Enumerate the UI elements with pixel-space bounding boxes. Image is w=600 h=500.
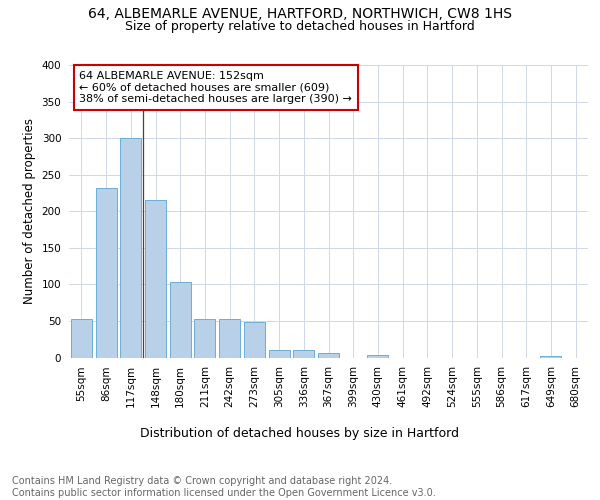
Bar bbox=[244, 322, 265, 358]
Text: Contains HM Land Registry data © Crown copyright and database right 2024.
Contai: Contains HM Land Registry data © Crown c… bbox=[12, 476, 436, 498]
Bar bbox=[194, 320, 215, 358]
Text: 64 ALBEMARLE AVENUE: 152sqm
← 60% of detached houses are smaller (609)
38% of se: 64 ALBEMARLE AVENUE: 152sqm ← 60% of det… bbox=[79, 71, 352, 104]
Bar bbox=[318, 353, 339, 358]
Y-axis label: Number of detached properties: Number of detached properties bbox=[23, 118, 36, 304]
Bar bbox=[71, 320, 92, 358]
Text: Distribution of detached houses by size in Hartford: Distribution of detached houses by size … bbox=[140, 428, 460, 440]
Text: 64, ALBEMARLE AVENUE, HARTFORD, NORTHWICH, CW8 1HS: 64, ALBEMARLE AVENUE, HARTFORD, NORTHWIC… bbox=[88, 8, 512, 22]
Bar bbox=[145, 200, 166, 358]
Bar bbox=[120, 138, 141, 358]
Text: Size of property relative to detached houses in Hartford: Size of property relative to detached ho… bbox=[125, 20, 475, 33]
Bar bbox=[95, 188, 116, 358]
Bar bbox=[367, 354, 388, 358]
Bar bbox=[293, 350, 314, 358]
Bar bbox=[170, 282, 191, 358]
Bar bbox=[269, 350, 290, 358]
Bar bbox=[219, 320, 240, 358]
Bar bbox=[541, 356, 562, 358]
